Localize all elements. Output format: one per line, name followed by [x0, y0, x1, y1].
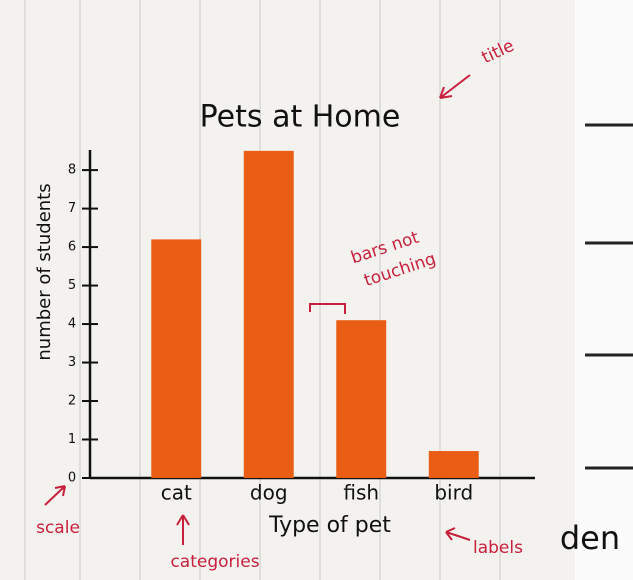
- y-tick-label: 2: [68, 394, 76, 409]
- annotation-arrows: [44, 74, 471, 545]
- y-tick-label: 5: [68, 278, 76, 293]
- x-tick-label: bird: [434, 481, 473, 505]
- annotation: categories: [170, 552, 259, 572]
- annotation: labels: [473, 538, 523, 558]
- notebook-lines: [585, 123, 633, 470]
- y-tick-label: 1: [68, 432, 76, 447]
- bar: [151, 239, 202, 478]
- y-tick-label: 3: [68, 355, 76, 370]
- chart-title: Pets at Home: [200, 100, 401, 135]
- x-axis-label: Type of pet: [268, 513, 391, 538]
- x-tick-label: fish: [343, 481, 379, 505]
- y-tick-label: 8: [68, 163, 76, 178]
- x-tick-label: dog: [250, 481, 288, 505]
- y-tick-label: 7: [68, 201, 76, 216]
- x-tick-label: cat: [161, 481, 192, 505]
- bar: [243, 150, 294, 479]
- bar: [336, 320, 387, 478]
- bar: [428, 451, 479, 478]
- notebook-page: [575, 0, 633, 580]
- annotation: scale: [36, 518, 80, 538]
- y-tick-label: 6: [68, 240, 76, 255]
- y-tick-label: 4: [68, 317, 76, 332]
- y-axis-label: number of students: [34, 183, 55, 360]
- y-tick-label: 0: [68, 471, 76, 486]
- annotation: den: [560, 519, 620, 557]
